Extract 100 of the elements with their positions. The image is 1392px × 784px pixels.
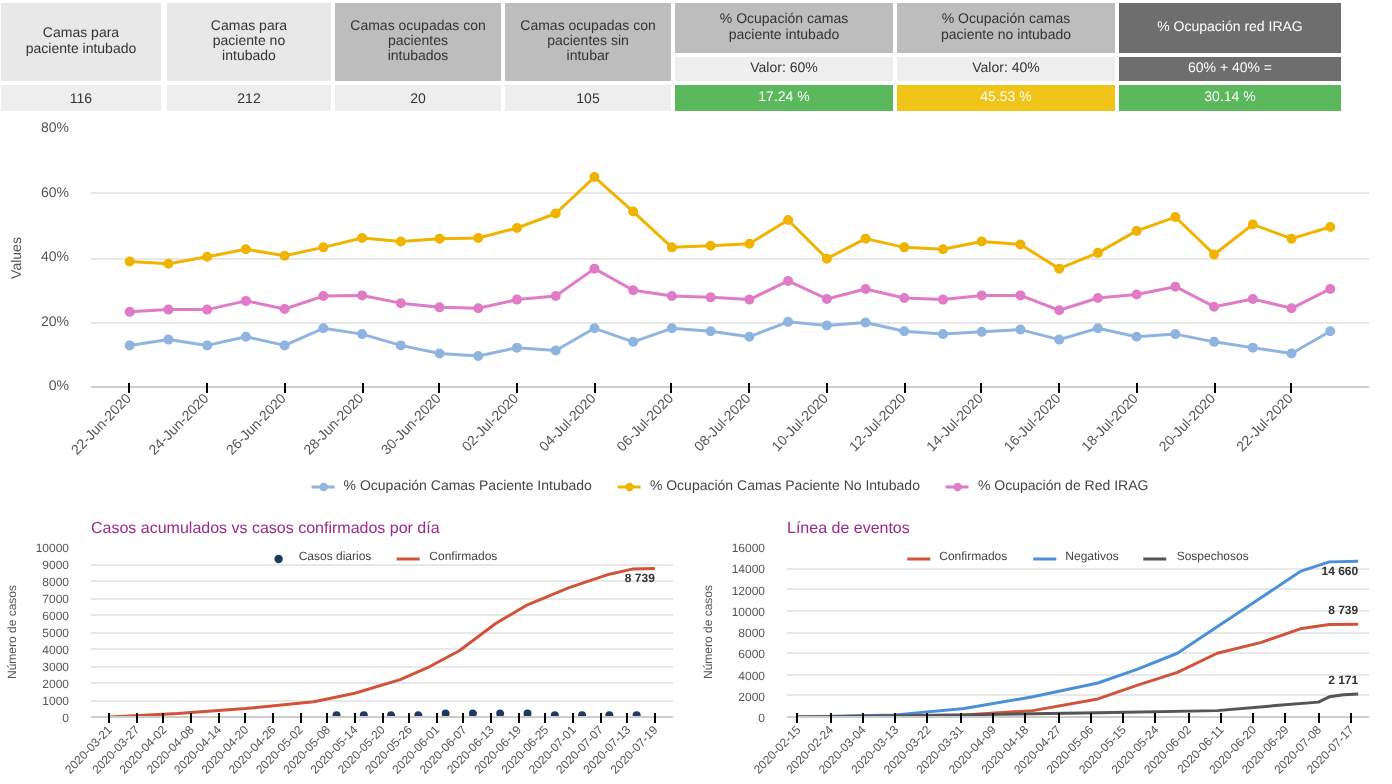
point xyxy=(202,340,213,351)
point xyxy=(705,326,716,337)
point xyxy=(1286,348,1297,359)
point xyxy=(550,208,561,219)
point xyxy=(124,340,135,351)
point xyxy=(1286,233,1297,244)
point xyxy=(1209,336,1220,347)
point xyxy=(512,223,522,233)
point xyxy=(899,326,910,337)
line-series xyxy=(107,566,657,717)
point xyxy=(279,250,290,261)
point xyxy=(589,323,600,334)
point xyxy=(744,294,755,305)
point xyxy=(163,304,174,315)
point xyxy=(163,258,174,269)
point xyxy=(628,336,639,347)
point xyxy=(357,290,368,301)
point xyxy=(1131,331,1142,342)
point xyxy=(1247,293,1258,304)
point xyxy=(821,253,832,264)
point xyxy=(434,302,445,313)
point xyxy=(357,329,368,340)
point xyxy=(434,348,445,359)
point xyxy=(783,316,794,327)
point xyxy=(938,329,948,340)
point xyxy=(705,240,716,251)
point xyxy=(357,233,368,243)
point xyxy=(124,306,135,317)
point xyxy=(860,317,871,328)
point xyxy=(821,293,832,304)
point xyxy=(1054,263,1065,274)
point xyxy=(666,242,677,253)
point xyxy=(1170,329,1181,340)
point xyxy=(1209,249,1220,260)
point xyxy=(395,236,406,247)
point xyxy=(163,334,174,345)
point xyxy=(1247,342,1258,353)
point xyxy=(589,172,600,183)
point xyxy=(666,323,677,334)
point xyxy=(976,236,987,247)
point xyxy=(512,294,522,305)
point xyxy=(589,263,600,274)
point xyxy=(318,242,329,253)
point xyxy=(318,291,329,302)
point xyxy=(938,244,948,255)
point xyxy=(1170,281,1181,292)
point xyxy=(240,244,251,255)
point xyxy=(899,242,910,253)
point xyxy=(202,251,213,262)
point xyxy=(1092,323,1103,334)
point xyxy=(628,285,639,296)
point xyxy=(783,275,794,286)
point xyxy=(1092,247,1103,258)
point xyxy=(279,340,290,351)
point xyxy=(1131,289,1142,300)
point xyxy=(512,342,522,353)
point xyxy=(1325,222,1336,233)
point xyxy=(550,345,561,356)
point xyxy=(976,326,987,337)
point xyxy=(473,233,484,243)
point xyxy=(938,294,948,305)
point xyxy=(860,233,871,244)
point xyxy=(899,293,910,303)
point xyxy=(976,290,987,301)
point xyxy=(1325,326,1336,337)
point xyxy=(1325,283,1336,294)
point xyxy=(279,303,290,314)
point xyxy=(395,340,406,351)
point xyxy=(860,283,871,294)
point xyxy=(783,214,794,225)
point xyxy=(395,298,406,309)
line-series xyxy=(796,692,1360,717)
point xyxy=(1054,334,1065,345)
point xyxy=(1247,219,1258,230)
point xyxy=(202,304,213,315)
point xyxy=(821,320,832,331)
chart-title: Línea de eventos xyxy=(787,519,910,537)
point xyxy=(434,233,445,244)
point xyxy=(1092,293,1103,303)
point xyxy=(124,256,135,267)
point xyxy=(744,238,755,249)
point xyxy=(473,303,484,314)
point xyxy=(240,331,251,342)
point xyxy=(1209,301,1220,312)
point xyxy=(473,351,484,362)
point xyxy=(318,323,329,334)
chart-title: Casos acumulados vs casos confirmados por día xyxy=(91,519,441,537)
point xyxy=(550,291,561,302)
point xyxy=(240,295,251,306)
point xyxy=(1170,212,1181,223)
point xyxy=(705,292,716,303)
point xyxy=(1131,225,1142,236)
point xyxy=(1054,305,1065,316)
point xyxy=(666,291,677,302)
point xyxy=(1015,239,1026,250)
point xyxy=(1015,324,1026,335)
point xyxy=(628,206,639,217)
point xyxy=(744,331,755,342)
point xyxy=(1015,290,1026,301)
point xyxy=(1286,303,1297,314)
